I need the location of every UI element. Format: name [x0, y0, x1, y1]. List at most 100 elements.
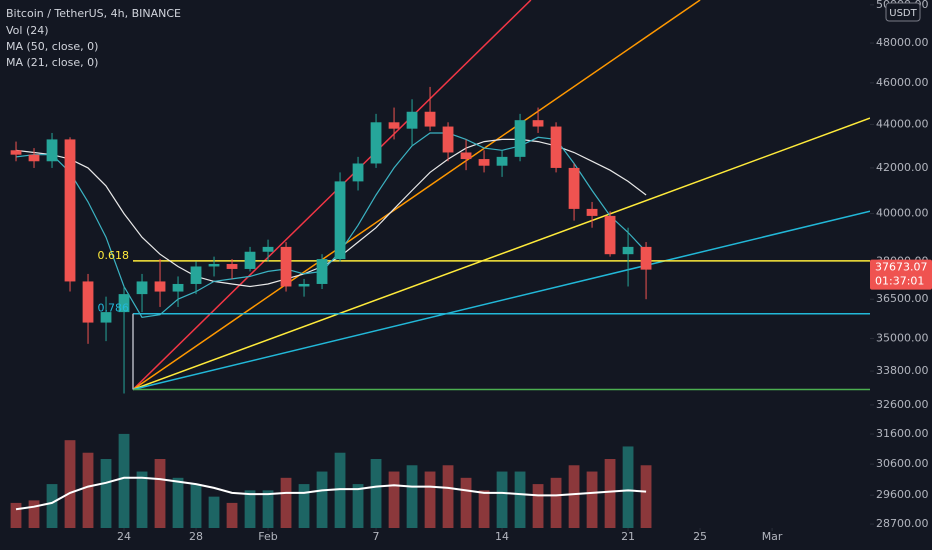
candle-body [82, 281, 94, 323]
currency[interactable]: USDT [889, 8, 917, 19]
candle-body [46, 139, 58, 162]
x-tick-label: 14 [495, 530, 509, 543]
last-price-tag [870, 259, 932, 290]
candle-body [568, 167, 580, 209]
volume-bar [460, 477, 472, 528]
x-tick-label: 7 [373, 530, 380, 543]
volume-bar [496, 471, 508, 528]
volume-bar [568, 465, 580, 528]
candle-body [10, 150, 22, 155]
x-tick-label: 25 [693, 530, 707, 543]
currency-box[interactable] [885, 2, 921, 22]
volume-bar [118, 433, 130, 528]
fib-label: 0.618 [98, 249, 130, 262]
volume-bar [586, 471, 598, 528]
volume-bar [10, 502, 22, 528]
volume-bar [640, 465, 652, 528]
candle-body [640, 246, 652, 270]
volume-bar [352, 484, 364, 528]
volume-bar [28, 500, 40, 528]
volume-bar [514, 471, 526, 528]
y-tick-label: 30600.00 [876, 457, 929, 470]
y-tick-label: 28700.00 [876, 517, 929, 530]
countdown: 01:37:01 [875, 275, 924, 288]
candle-body [226, 264, 238, 269]
candle-body [460, 152, 472, 160]
volume-bar [388, 471, 400, 528]
y-tick-label: 31600.00 [876, 427, 929, 440]
volume-bar [334, 452, 346, 528]
fib-label: 0.786 [98, 302, 130, 315]
candle-body [136, 281, 148, 295]
drawing-line [132, 210, 870, 391]
drawing-line [132, 0, 701, 391]
volume-bar [64, 440, 76, 528]
candle-body [298, 283, 310, 287]
candle-body [100, 312, 112, 323]
candle-body [190, 266, 202, 284]
candle-body [532, 120, 544, 127]
volume-bar [478, 490, 490, 528]
volume-bar [46, 484, 58, 528]
volume-pane [10, 433, 652, 528]
y-tick-label: 42000.00 [876, 161, 929, 174]
drawing-line [132, 0, 532, 391]
indicator-label: MA (50, close, 0) [6, 40, 98, 53]
x-tick-label: 24 [117, 530, 131, 543]
volume-bar [100, 459, 112, 528]
candle-body [424, 111, 436, 127]
volume-bar [154, 459, 166, 528]
candle-body [550, 126, 562, 168]
candle-body [262, 246, 274, 252]
volume-bar [424, 471, 436, 528]
price-pane [10, 0, 870, 394]
volume-bar [244, 490, 256, 528]
candle-body [388, 122, 400, 129]
volume-bar [604, 459, 616, 528]
volume-bar [622, 446, 634, 528]
volume-bar [172, 477, 184, 528]
volume-bar [136, 471, 148, 528]
candle-body [586, 208, 598, 216]
y-tick-label: 40000.00 [876, 207, 929, 220]
y-tick-label: 33800.00 [876, 364, 929, 377]
candle-body [334, 181, 346, 260]
volume-bar [226, 502, 238, 528]
volume-bar [442, 465, 454, 528]
volume-bar [190, 484, 202, 528]
candle-body [622, 246, 634, 255]
volume-bar [406, 465, 418, 528]
volume-bar [280, 477, 292, 528]
candle-body [604, 215, 616, 255]
volume-bar [298, 484, 310, 528]
volume-bar [262, 490, 274, 528]
volume-bar [208, 496, 220, 528]
candle-body [172, 283, 184, 292]
y-tick-label: 44000.00 [876, 117, 929, 130]
volume-bar [370, 459, 382, 528]
x-tick-label: Mar [762, 530, 783, 543]
moving-average [15, 132, 647, 318]
x-tick-label: 28 [189, 530, 203, 543]
y-tick-label: 32600.00 [876, 398, 929, 411]
candle-body [244, 251, 256, 269]
volume-bar [82, 452, 94, 528]
candle-body [370, 122, 382, 164]
last-price: 37673.07 [875, 261, 928, 274]
drawing-line [132, 117, 870, 391]
candle-body [280, 246, 292, 287]
candle-body [28, 154, 40, 162]
candle-body [208, 264, 220, 267]
candle-body [154, 281, 166, 292]
candle-body [352, 163, 364, 182]
volume-bar [550, 477, 562, 528]
candle-body [514, 120, 526, 157]
y-tick-label: 35000.00 [876, 331, 929, 344]
candle-body [316, 259, 328, 284]
y-tick-label: 29600.00 [876, 488, 929, 501]
y-tick-label: 46000.00 [876, 76, 929, 89]
candle-body [406, 111, 418, 129]
candle-body [478, 159, 490, 166]
